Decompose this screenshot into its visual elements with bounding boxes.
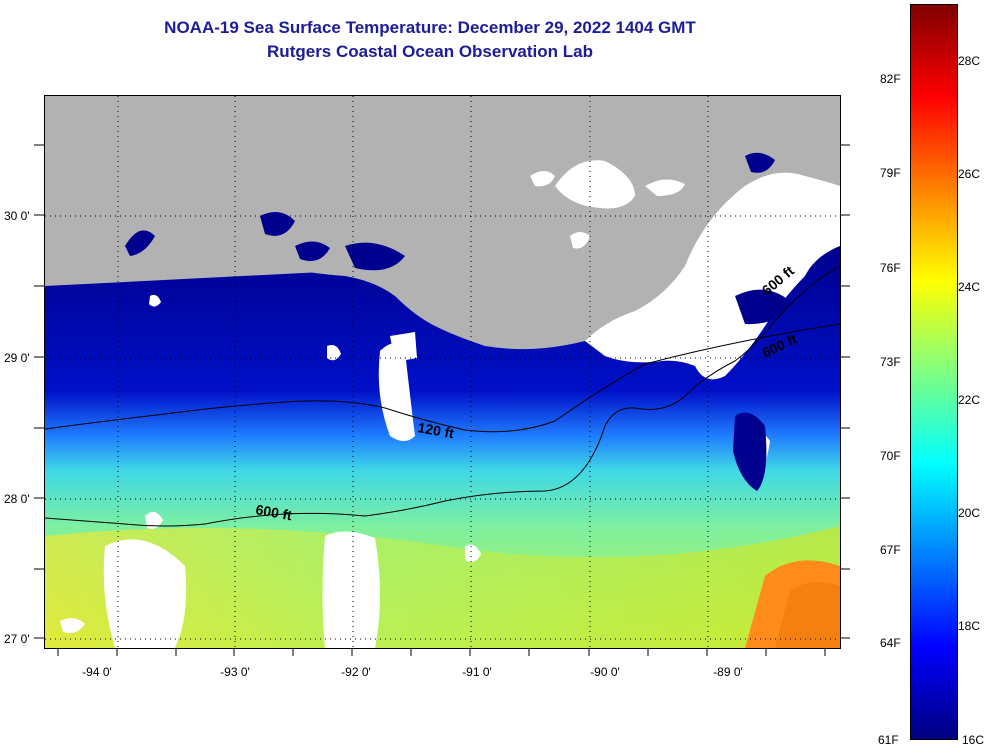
colorbar-f-label: 70F: [880, 449, 901, 463]
colorbar-c-label: 20C: [958, 506, 981, 520]
colorbar-c-label: 22C: [958, 393, 981, 407]
lon-label: -93 0': [220, 665, 250, 679]
colorbar-f-label: 61F: [878, 733, 899, 747]
lon-label: -91 0': [462, 665, 492, 679]
sst-map: 120 ft 600 ft 600 ft 600 ft: [44, 95, 841, 649]
lon-label: -89 0': [713, 665, 743, 679]
map-title: NOAA-19 Sea Surface Temperature: Decembe…: [164, 18, 696, 37]
lat-label: 27 0': [4, 632, 30, 646]
lon-label: -94 0': [82, 665, 112, 679]
colorbar-f-label: 79F: [880, 166, 901, 180]
lat-label: 28 0': [4, 492, 30, 506]
colorbar-c-label: 28C: [958, 54, 981, 68]
contour-120ft: [45, 323, 840, 433]
colorbar-c-label: 24C: [958, 280, 981, 294]
lon-label: -90 0': [590, 665, 620, 679]
colorbar-c-label: 16C: [962, 733, 985, 747]
south-warm-water: [45, 526, 840, 648]
delta-cloud: [585, 172, 840, 380]
lat-label: 29 0': [4, 351, 30, 365]
land-mass: [45, 96, 840, 354]
colorbar-f-label: 82F: [880, 72, 901, 86]
lon-label: -92 0': [341, 665, 371, 679]
contour-label-120ft: 120 ft: [416, 419, 455, 441]
map-subtitle: Rutgers Coastal Ocean Observation Lab: [267, 42, 593, 61]
colorbar-c-label: 26C: [958, 167, 981, 181]
colorbar-c-label: 18C: [958, 619, 981, 633]
lat-lon-grid: [45, 96, 840, 648]
lat-label: 30 0': [4, 209, 30, 223]
temperature-colorbar: [910, 4, 958, 740]
contour-600ft: [45, 265, 840, 527]
contour-label-600ft-west: 600 ft: [254, 501, 293, 523]
colorbar-f-label: 67F: [880, 543, 901, 557]
colorbar-f-label: 76F: [880, 261, 901, 275]
colorbar-f-label: 73F: [880, 355, 901, 369]
cloud-patch: [378, 343, 415, 441]
sst-map-graphic: 120 ft 600 ft 600 ft 600 ft: [45, 96, 840, 648]
colorbar-f-label: 64F: [880, 636, 901, 650]
